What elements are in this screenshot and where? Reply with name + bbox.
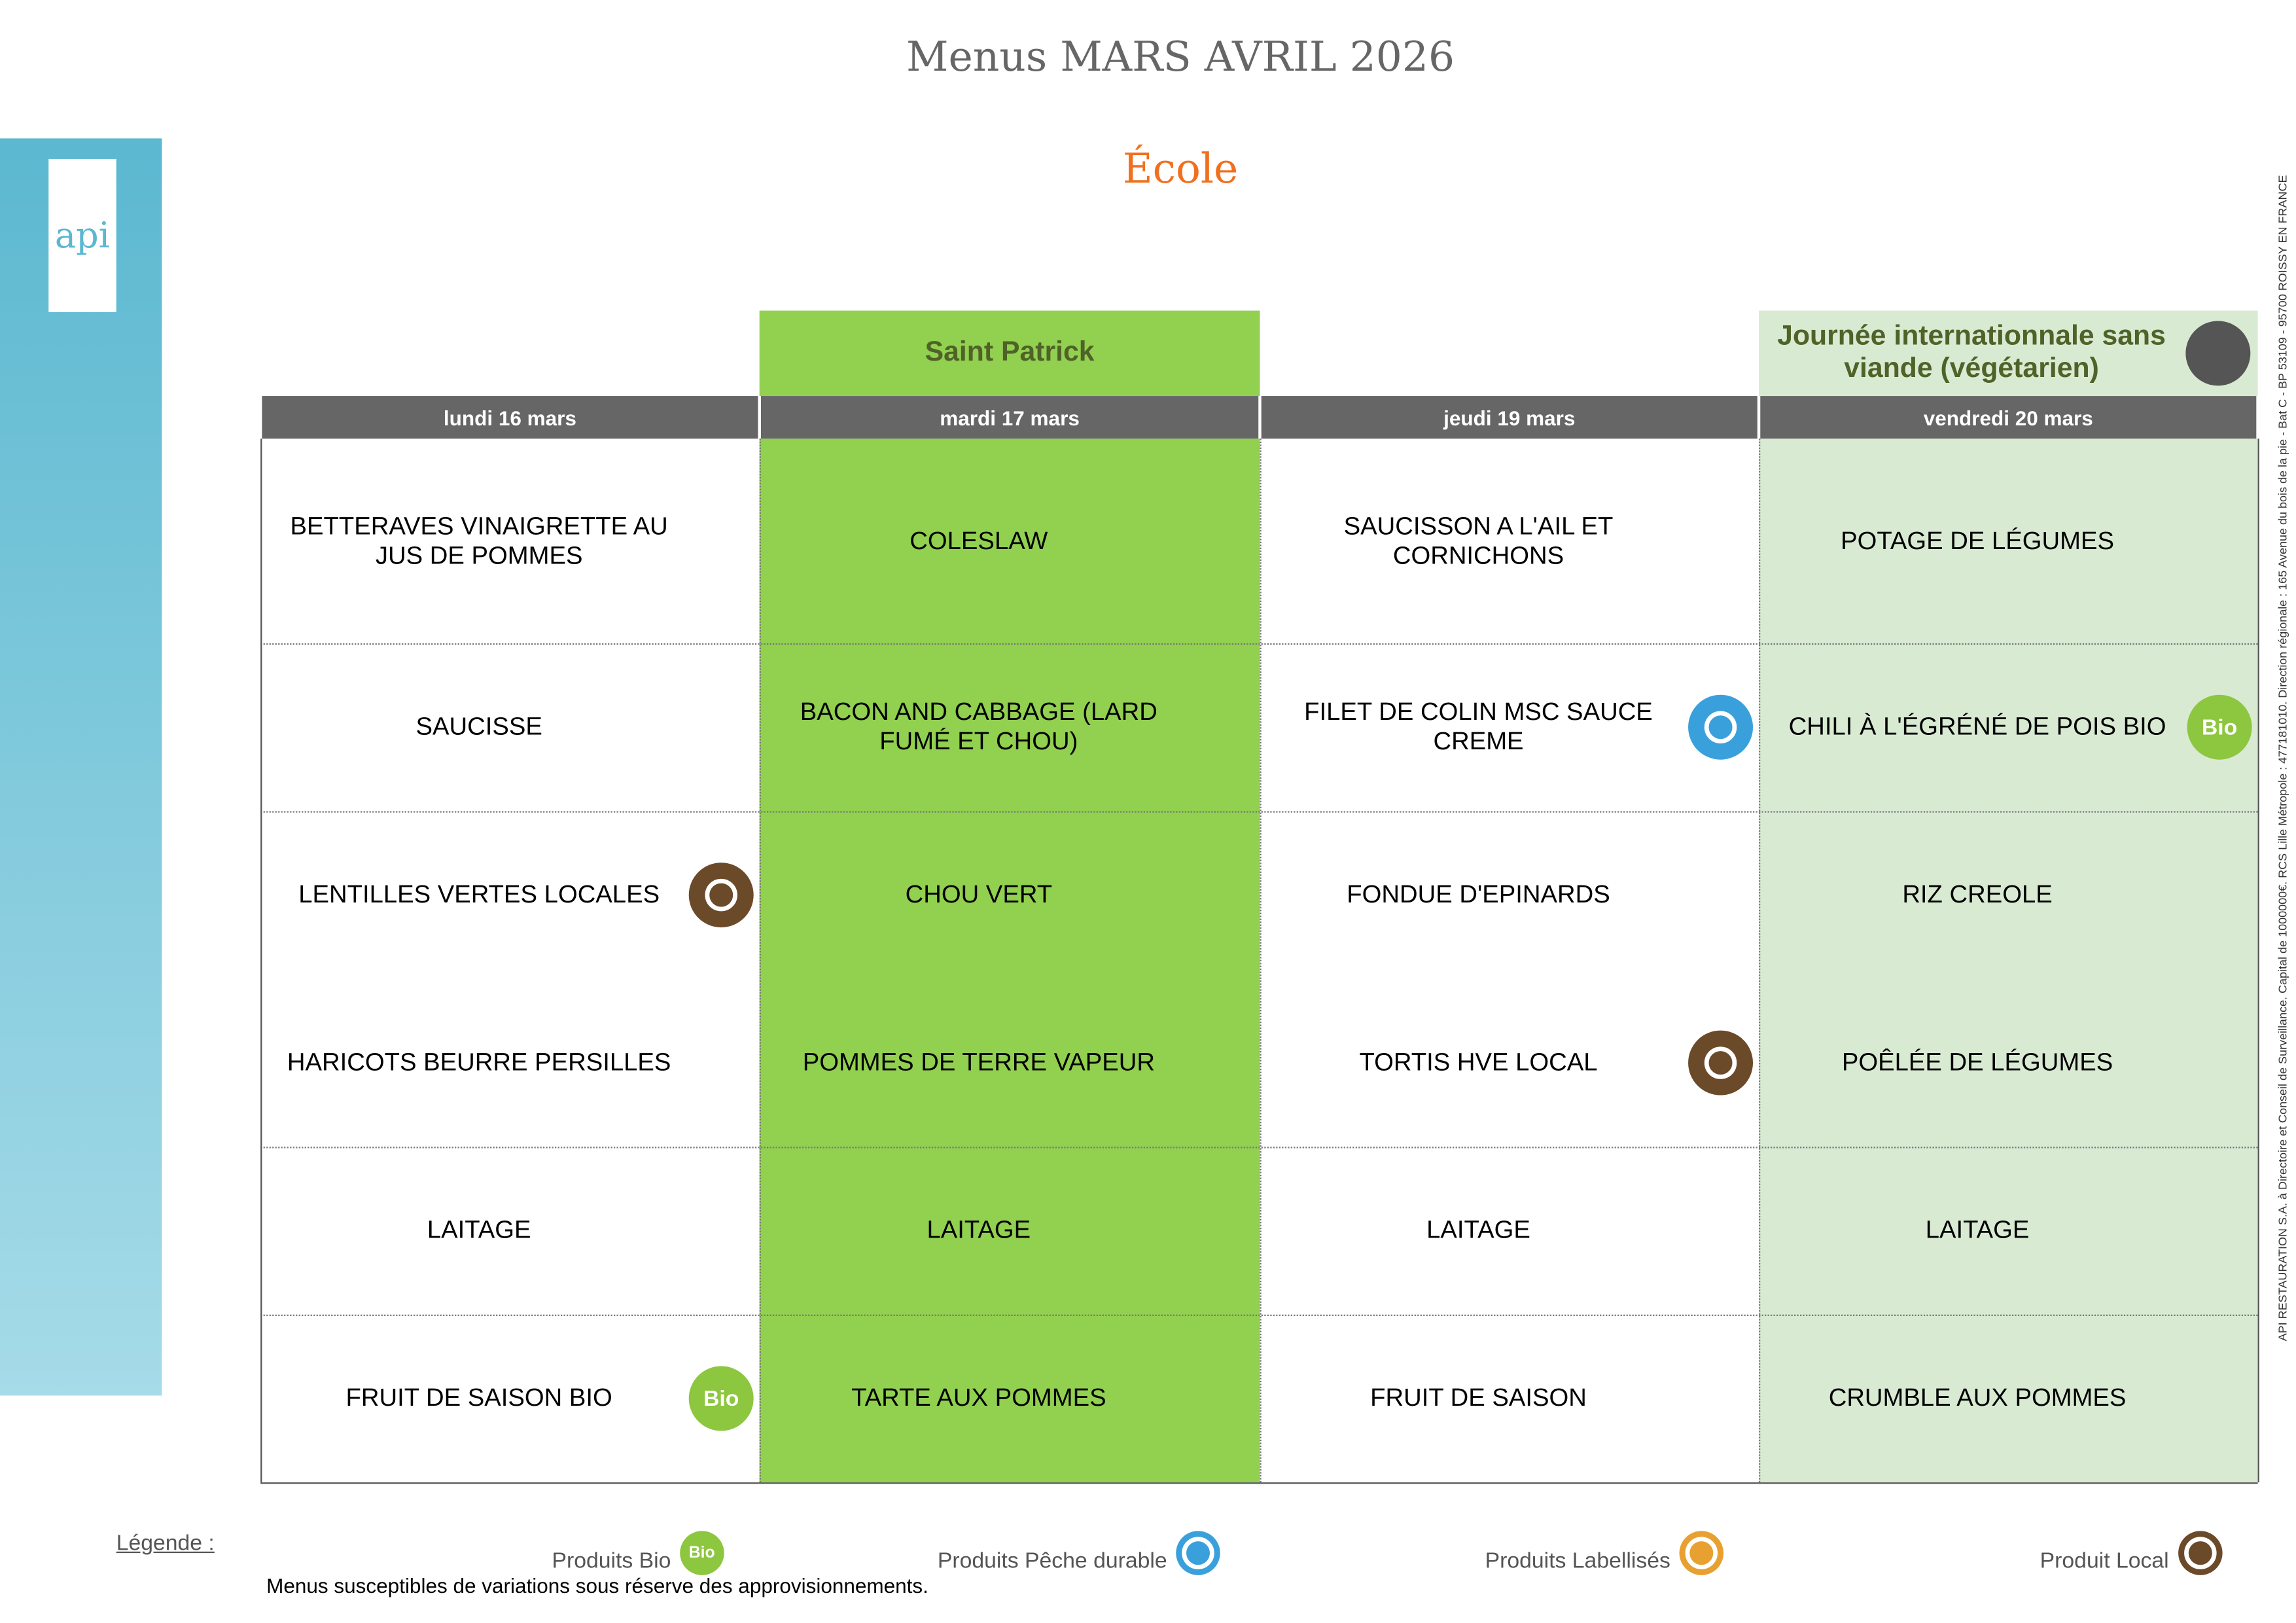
col-line <box>260 438 262 1483</box>
icon-mark <box>1704 1046 1737 1079</box>
column-bg <box>759 438 1260 1483</box>
dish: COLESLAW <box>910 526 1048 554</box>
dish: RIZ CREOLE <box>1902 880 2053 908</box>
day-header: vendredi 20 mars <box>1760 396 2257 439</box>
dish: SAUCISSON A L'AIL ET CORNICHONS <box>1343 511 1614 569</box>
legend-item: Produit Local <box>2040 1531 2222 1575</box>
icon-vegetarian <box>2185 321 2251 386</box>
legend-item: Produits Labellisés <box>1485 1531 1723 1575</box>
dish: FONDUE D'EPINARDS <box>1347 880 1610 908</box>
dish: LAITAGE <box>1426 1216 1530 1244</box>
dish: CHOU VERT <box>905 880 1053 908</box>
column-bg <box>1759 438 2258 1483</box>
dish: LAITAGE <box>1925 1216 2030 1244</box>
logo: api <box>48 158 116 312</box>
col-line <box>1759 438 1761 1483</box>
subtitle: École <box>1122 144 1239 193</box>
dish: POTAGE DE LÉGUMES <box>1841 526 2115 554</box>
row-line <box>260 1147 2258 1149</box>
theme: Journée internationnale sans viande (vég… <box>1759 310 2258 397</box>
dish: POÊLÉE DE LÉGUMES <box>1841 1048 2113 1077</box>
dish: HARICOTS BEURRE PERSILLES <box>287 1048 671 1077</box>
column-bg <box>1260 438 1759 1483</box>
icon-mark <box>1704 711 1737 743</box>
row-line <box>260 1314 2258 1316</box>
icon-local <box>1688 1030 1754 1096</box>
icon-mark <box>1182 1537 1214 1569</box>
dish: FRUIT DE SAISON BIO <box>345 1383 612 1412</box>
col-line <box>2257 438 2259 1483</box>
icon-bio: Bio <box>679 1531 724 1575</box>
legal-text: API RESTAURATION S.A. à Directoire et Co… <box>2276 175 2289 1342</box>
row-line <box>260 643 2258 645</box>
icon-label <box>1679 1531 1723 1575</box>
icon-peche <box>1176 1531 1220 1575</box>
dish: LAITAGE <box>427 1216 531 1244</box>
day-header: mardi 17 mars <box>760 396 1259 439</box>
dish: BACON AND CABBAGE (LARD FUMÉ ET CHOU) <box>800 698 1157 755</box>
dish: CHILI À L'ÉGRÉNÉ DE POIS BIO <box>1788 712 2166 741</box>
day-header: jeudi 19 mars <box>1261 396 1757 439</box>
legend-text: Produits Bio <box>552 1548 671 1573</box>
icon-mark <box>2183 1537 2216 1569</box>
col-line <box>759 438 761 1483</box>
dish: FILET DE COLIN MSC SAUCE CREME <box>1304 698 1653 755</box>
icon-bio: Bio <box>688 1366 754 1431</box>
col-line <box>1260 438 1262 1483</box>
legend-text: Produits Pêche durable <box>937 1548 1167 1573</box>
icon-bio: Bio <box>2187 694 2252 760</box>
column-bg <box>260 438 760 1483</box>
icon-mark <box>705 878 737 912</box>
dish: FRUIT DE SAISON <box>1370 1383 1587 1412</box>
dish: LENTILLES VERTES LOCALES <box>298 880 660 908</box>
dish: CRUMBLE AUX POMMES <box>1828 1383 2127 1412</box>
side-decoration: api <box>0 138 162 1396</box>
icon-peche <box>1688 694 1754 760</box>
icon-local <box>2178 1531 2222 1575</box>
legend-item: Produits Pêche durable <box>938 1531 1220 1575</box>
icon-local <box>688 863 754 928</box>
legend-text: Produit Local <box>2040 1548 2169 1573</box>
dish: TORTIS HVE LOCAL <box>1359 1048 1598 1077</box>
row-line <box>260 1482 2258 1484</box>
dish: POMMES DE TERRE VAPEUR <box>802 1048 1156 1077</box>
dish: SAUCISSE <box>415 712 542 741</box>
legend-item: Produits Bio Bio <box>552 1531 724 1575</box>
theme: Saint Patrick <box>759 310 1260 397</box>
legend-text: Produits Labellisés <box>1485 1548 1670 1573</box>
legend-label: Légende : <box>116 1531 215 1556</box>
icon-mark <box>1685 1537 1718 1569</box>
day-header: lundi 16 mars <box>262 396 758 439</box>
title: Menus MARS AVRIL 2026 <box>906 32 1455 81</box>
footnote: Menus susceptibles de variations sous ré… <box>266 1573 928 1597</box>
row-line <box>260 811 2258 813</box>
dish: TARTE AUX POMMES <box>851 1383 1106 1412</box>
dish: BETTERAVES VINAIGRETTE AU JUS DE POMMES <box>290 511 668 569</box>
dish: LAITAGE <box>927 1216 1031 1244</box>
